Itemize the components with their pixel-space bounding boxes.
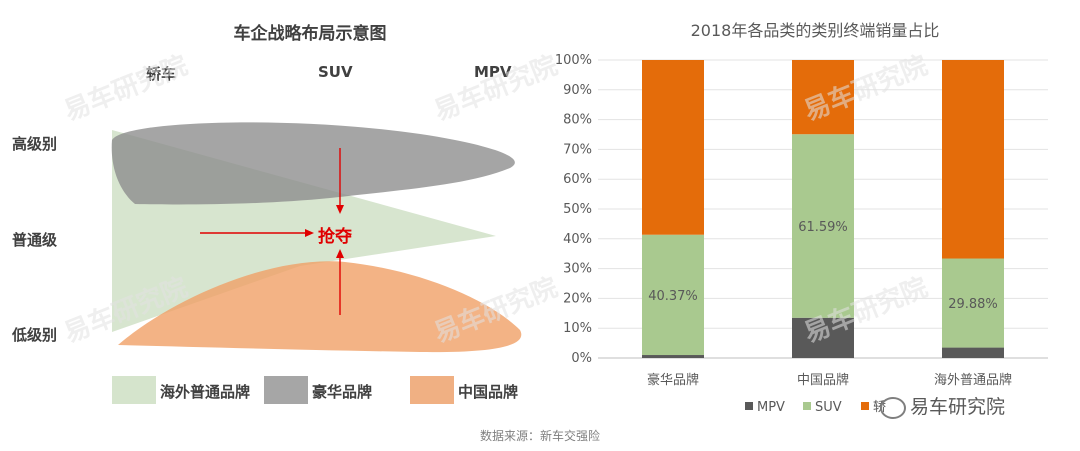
bar-segment-MPV xyxy=(942,347,1004,358)
y-tick-label: 40% xyxy=(563,232,592,247)
bar-segment-SUV xyxy=(642,234,704,356)
data-source: 数据来源：新车交强险 xyxy=(479,429,600,443)
data-label: 61.59% xyxy=(798,220,848,235)
seize-callout: 抢夺 xyxy=(318,227,352,247)
strategy-diagram-panel: 车企战略布局示意图 轿车 SUV MPV 高级别 普通级 低级别 抢夺 海外普通… xyxy=(12,24,522,404)
bar-segment-SUV xyxy=(792,134,854,318)
row-label-normal: 普通级 xyxy=(12,231,58,249)
china-brand-shape xyxy=(118,261,522,353)
bar-segment-SUV xyxy=(942,258,1004,348)
legend-swatch-SUV xyxy=(803,402,811,410)
y-tick-label: 90% xyxy=(563,83,592,98)
column-label-sedan: 轿车 xyxy=(146,65,177,83)
bar-segment-轿车 xyxy=(942,60,1004,259)
legend-label-luxury: 豪华品牌 xyxy=(312,383,373,401)
diagram-title: 车企战略布局示意图 xyxy=(233,24,387,44)
legend-label-china: 中国品牌 xyxy=(458,383,519,401)
arrow-left-head xyxy=(305,229,314,237)
legend-swatch-luxury xyxy=(264,376,308,404)
y-tick-label: 20% xyxy=(563,291,592,306)
y-tick-label: 100% xyxy=(555,53,592,68)
arrow-bottom-head xyxy=(336,249,344,258)
y-tick-label: 80% xyxy=(563,113,592,128)
x-tick-label: 海外普通品牌 xyxy=(934,372,1012,388)
arrow-top-head xyxy=(336,205,344,214)
legend-swatch-轿车 xyxy=(861,402,869,410)
column-label-suv: SUV xyxy=(318,63,353,81)
chart-title: 2018年各品类的类别终端销量占比 xyxy=(691,21,940,40)
diagram-shapes xyxy=(111,122,522,353)
bar-segment-轿车 xyxy=(792,60,854,135)
row-label-low: 低级别 xyxy=(12,326,58,344)
legend-label: SUV xyxy=(815,400,842,415)
wechat-badge: 易车研究院 xyxy=(880,392,1005,419)
y-tick-label: 0% xyxy=(571,351,592,366)
row-label-high: 高级别 xyxy=(12,135,58,153)
data-label: 29.88% xyxy=(948,297,998,312)
data-label: 40.37% xyxy=(648,289,698,304)
luxury-brand-shape xyxy=(111,122,515,205)
legend-label-overseas: 海外普通品牌 xyxy=(160,383,251,401)
bar-segment-MPV xyxy=(792,317,854,358)
y-tick-label: 50% xyxy=(563,202,592,217)
column-label-mpv: MPV xyxy=(474,63,512,81)
stacked-bar-chart: 2018年各品类的类别终端销量占比 0% 10% 20% 30% 40% 50% 60% 70… xyxy=(555,21,1048,415)
legend-label: MPV xyxy=(757,400,785,415)
wechat-account-label: 易车研究院 xyxy=(910,396,1006,418)
x-tick-label: 中国品牌 xyxy=(797,372,849,388)
y-tick-label: 60% xyxy=(563,172,592,187)
bar-segment-轿车 xyxy=(642,60,704,235)
y-tick-label: 10% xyxy=(563,321,592,336)
bar-segment-MPV xyxy=(642,355,704,358)
legend-swatch-china xyxy=(410,376,454,404)
y-tick-label: 30% xyxy=(563,262,592,277)
wechat-icon xyxy=(880,396,906,419)
x-tick-label: 豪华品牌 xyxy=(647,372,699,388)
stacked-bar-chart-panel: 2018年各品类的类别终端销量占比 0% 10% 20% 30% 40% 50% 60% 70… xyxy=(540,0,1080,451)
legend-swatch-MPV xyxy=(745,402,753,410)
y-tick-label: 70% xyxy=(563,142,592,157)
legend-swatch-overseas xyxy=(112,376,156,404)
